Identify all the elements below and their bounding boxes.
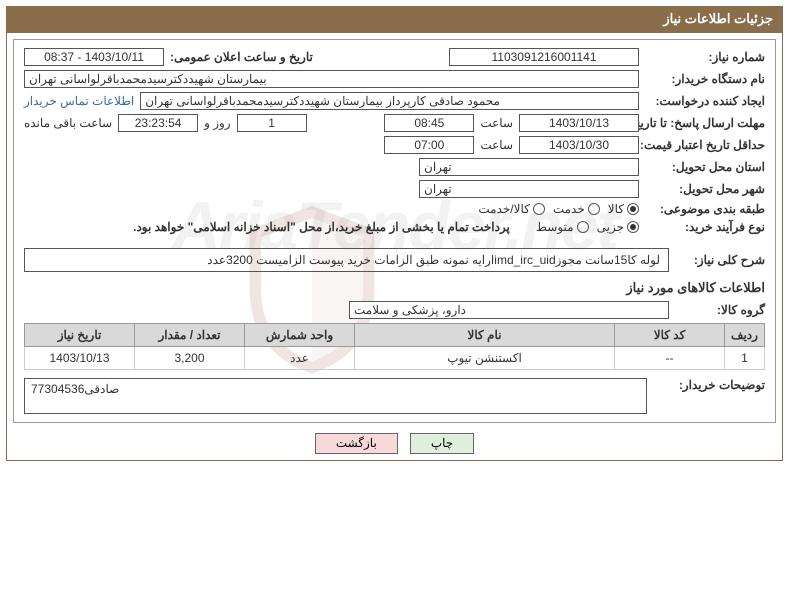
label-remain-suffix: ساعت باقی مانده — [24, 116, 112, 130]
field-need-no: 1103091216001141 — [449, 48, 639, 66]
field-validity-date: 1403/10/30 — [519, 136, 639, 154]
row-requester: ایجاد کننده درخواست: محمود صادقی کارپردا… — [24, 92, 765, 110]
radio-small-label: جزیی — [597, 220, 624, 234]
cell-row: 1 — [725, 347, 765, 370]
label-days-and: روز و — [204, 116, 231, 130]
radio-goods-service-label: کالا/خدمت — [478, 202, 529, 216]
row-buyer-notes: توضیحات خریدار: 77304536صادقی — [24, 378, 765, 414]
print-button[interactable]: چاپ — [410, 433, 474, 454]
panel-title: جزئیات اطلاعات نیاز — [663, 11, 773, 26]
row-overall-desc: شرح کلی نیاز: لوله کا15سانت مجوزimd_irc_… — [24, 248, 765, 272]
label-reply-deadline: مهلت ارسال پاسخ: تا تاریخ: — [645, 116, 765, 130]
row-buyer-org: نام دستگاه خریدار: بیمارستان شهیددکترسید… — [24, 70, 765, 88]
field-province: تهران — [419, 158, 639, 176]
field-city: تهران — [419, 180, 639, 198]
field-overall-desc: لوله کا15سانت مجوزimd_irc_uidارایه نمونه… — [24, 248, 669, 272]
field-reply-time: 08:45 — [384, 114, 474, 132]
th-name: نام کالا — [355, 324, 615, 347]
label-announce-dt: تاریخ و ساعت اعلان عمومی: — [170, 50, 313, 64]
field-announce-dt: 1403/10/11 - 08:37 — [24, 48, 164, 66]
row-city: شهر محل تحویل: تهران — [24, 180, 765, 198]
row-goods-group: گروه کالا: دارو، پزشکی و سلامت — [24, 301, 765, 319]
label-validity: حداقل تاریخ اعتبار قیمت: تا تاریخ: — [645, 138, 765, 152]
cell-name: اکستنشن تیوپ — [355, 347, 615, 370]
row-price-validity: حداقل تاریخ اعتبار قیمت: تا تاریخ: 1403/… — [24, 136, 765, 154]
radio-dot-icon — [577, 221, 589, 233]
label-time-2: ساعت — [480, 138, 513, 152]
label-overall-desc: شرح کلی نیاز: — [675, 253, 765, 267]
radio-medium-label: متوسط — [536, 220, 574, 234]
label-requester: ایجاد کننده درخواست: — [645, 94, 765, 108]
field-goods-group: دارو، پزشکی و سلامت — [349, 301, 669, 319]
back-button[interactable]: بازگشت — [315, 433, 398, 454]
radio-dot-icon — [533, 203, 545, 215]
field-buyer-notes: 77304536صادقی — [24, 378, 647, 414]
panel-header: جزئیات اطلاعات نیاز — [6, 6, 783, 32]
label-goods-group: گروه کالا: — [675, 303, 765, 317]
cell-date: 1403/10/13 — [25, 347, 135, 370]
link-buyer-contact[interactable]: اطلاعات تماس خریدار — [24, 94, 134, 108]
th-row: ردیف — [725, 324, 765, 347]
radio-dot-icon — [627, 203, 639, 215]
row-need-number: شماره نیاز: 1103091216001141 تاریخ و ساع… — [24, 48, 765, 66]
field-days-remaining: 1 — [237, 114, 307, 132]
row-purchase-type: نوع فرآیند خرید: جزیی متوسط پرداخت تمام … — [24, 220, 765, 234]
radio-group-purchase-type: جزیی متوسط — [536, 220, 639, 234]
outer-frame: شماره نیاز: 1103091216001141 تاریخ و ساع… — [6, 32, 783, 461]
th-qty: تعداد / مقدار — [135, 324, 245, 347]
field-buyer-org: بیمارستان شهیددکترسیدمحمدباقرلواسانی تهر… — [24, 70, 639, 88]
radio-small[interactable]: جزیی — [597, 220, 639, 234]
label-need-no: شماره نیاز: — [645, 50, 765, 64]
cell-qty: 3,200 — [135, 347, 245, 370]
field-validity-time: 07:00 — [384, 136, 474, 154]
cell-code: -- — [615, 347, 725, 370]
th-code: کد کالا — [615, 324, 725, 347]
radio-group-category: کالا خدمت کالا/خدمت — [478, 202, 639, 216]
label-purchase-type: نوع فرآیند خرید: — [645, 220, 765, 234]
radio-service[interactable]: خدمت — [553, 202, 600, 216]
radio-service-label: خدمت — [553, 202, 585, 216]
label-time-1: ساعت — [480, 116, 513, 130]
table-header-row: ردیف کد کالا نام کالا واحد شمارش تعداد /… — [25, 324, 765, 347]
label-buyer-notes: توضیحات خریدار: — [655, 378, 765, 392]
inner-frame: شماره نیاز: 1103091216001141 تاریخ و ساع… — [13, 39, 776, 423]
payment-note: پرداخت تمام یا بخشی از مبلغ خرید،از محل … — [133, 220, 510, 234]
th-date: تاریخ نیاز — [25, 324, 135, 347]
items-table: ردیف کد کالا نام کالا واحد شمارش تعداد /… — [24, 323, 765, 370]
field-time-remaining: 23:23:54 — [118, 114, 198, 132]
label-city: شهر محل تحویل: — [645, 182, 765, 196]
field-reply-date: 1403/10/13 — [519, 114, 639, 132]
row-reply-deadline: مهلت ارسال پاسخ: تا تاریخ: 1403/10/13 سا… — [24, 114, 765, 132]
section-goods-info: اطلاعات کالاهای مورد نیاز — [24, 280, 765, 296]
radio-goods-service[interactable]: کالا/خدمت — [478, 202, 544, 216]
row-category: طبقه بندی موضوعی: کالا خدمت کالا/خدمت — [24, 202, 765, 216]
field-requester: محمود صادقی کارپرداز بیمارستان شهیددکترس… — [140, 92, 639, 110]
th-unit: واحد شمارش — [245, 324, 355, 347]
radio-dot-icon — [588, 203, 600, 215]
label-buyer-org: نام دستگاه خریدار: — [645, 72, 765, 86]
label-province: استان محل تحویل: — [645, 160, 765, 174]
table-row: 1 -- اکستنشن تیوپ عدد 3,200 1403/10/13 — [25, 347, 765, 370]
radio-goods[interactable]: کالا — [608, 202, 639, 216]
row-province: استان محل تحویل: تهران — [24, 158, 765, 176]
button-row: چاپ بازگشت — [13, 433, 776, 454]
radio-goods-label: کالا — [608, 202, 624, 216]
cell-unit: عدد — [245, 347, 355, 370]
label-category: طبقه بندی موضوعی: — [645, 202, 765, 216]
radio-medium[interactable]: متوسط — [536, 220, 589, 234]
radio-dot-icon — [627, 221, 639, 233]
